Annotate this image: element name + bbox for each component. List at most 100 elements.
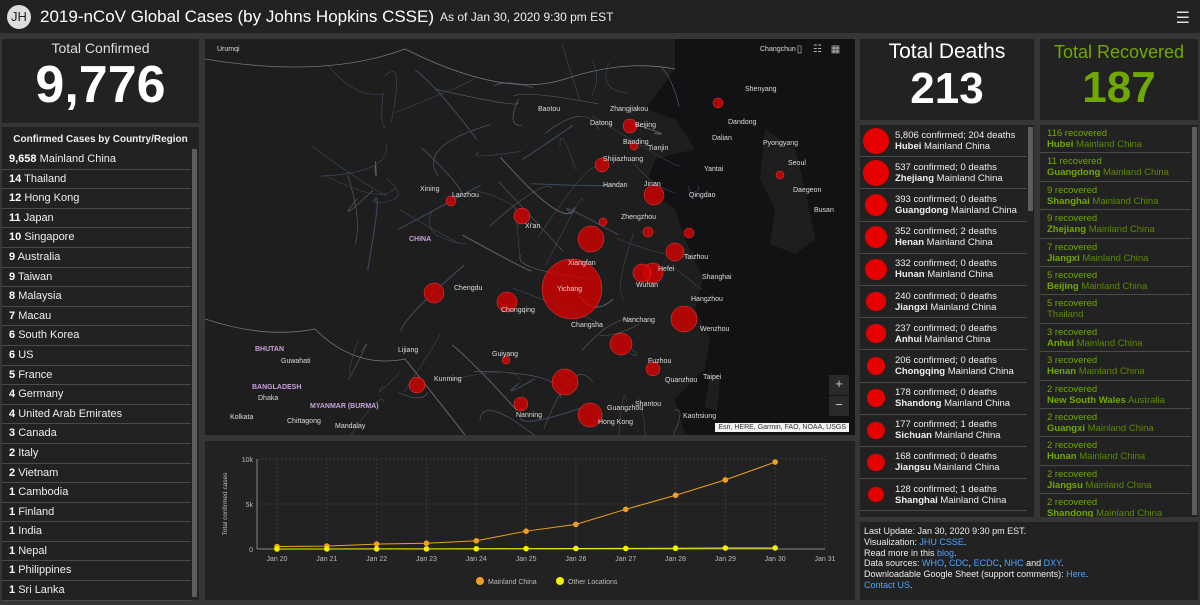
recovered-row[interactable]: 9 recovered Shanghai Mainland China [1040, 182, 1191, 211]
country-row[interactable]: 14 Thailand [2, 170, 191, 190]
jhu-csse-link[interactable]: JHU CSSE [919, 536, 964, 547]
case-bubble[interactable] [622, 118, 638, 134]
data-point[interactable] [523, 528, 529, 534]
data-point[interactable] [373, 546, 380, 552]
deaths-row[interactable]: 393 confirmed; 0 deaths Guangdong Mainlan… [860, 189, 1027, 222]
country-row[interactable]: 2 Italy [2, 444, 191, 464]
case-bubble[interactable] [712, 97, 724, 109]
recovered-row[interactable]: 5 recovered Thailand [1040, 295, 1191, 324]
country-row[interactable]: 1 Nepal [2, 542, 191, 562]
country-row[interactable]: 12 Hong Kong [2, 189, 191, 209]
case-bubble[interactable] [577, 225, 605, 253]
recovered-row[interactable]: 2 recovered Shandong Mainland China [1040, 494, 1191, 517]
data-point[interactable] [423, 546, 430, 552]
case-bubble[interactable] [594, 157, 610, 173]
case-bubble[interactable] [513, 207, 531, 225]
country-row[interactable]: 7 Macau [2, 307, 191, 327]
nhc-link[interactable]: NHC [1004, 558, 1024, 569]
deaths-row[interactable]: 206 confirmed; 0 deaths Chongqing Mainlan… [860, 350, 1027, 383]
deaths-row[interactable]: 5,806 confirmed; 204 deaths Hubei Mainlan… [860, 125, 1027, 158]
case-bubble[interactable] [645, 361, 661, 377]
case-bubble[interactable] [551, 368, 579, 396]
data-point[interactable] [473, 545, 480, 552]
contact-us-link[interactable]: Contact US [864, 579, 911, 590]
data-point[interactable] [772, 545, 778, 551]
deaths-row[interactable]: 178 confirmed; 0 deaths Shandong Mainland… [860, 383, 1027, 415]
recovered-row[interactable]: 2 recovered New South Wales Australia [1040, 381, 1191, 409]
country-row[interactable]: 4 Germany [2, 385, 191, 405]
data-point[interactable] [324, 546, 330, 552]
data-point[interactable] [573, 545, 579, 552]
deaths-row[interactable]: 128 confirmed; 1 deaths Shanghai Mainland… [860, 479, 1027, 512]
country-row[interactable]: 1 Cambodia [2, 483, 191, 503]
country-row[interactable]: 9,658 Mainland China [2, 150, 191, 170]
bookmark-icon[interactable]: ▯ [796, 44, 803, 55]
country-row[interactable]: 10 Singapore [2, 228, 191, 248]
deaths-row[interactable]: 168 confirmed; 0 deaths Jiangsu Mainland … [860, 447, 1027, 480]
country-row[interactable]: 6 US [2, 346, 191, 366]
recovered-row[interactable]: 7 recovered Jiangxi Mainland China [1040, 239, 1191, 267]
deaths-row[interactable]: 240 confirmed; 0 deaths Jiangxi Mainland … [860, 286, 1027, 319]
deaths-row[interactable]: 537 confirmed; 0 deaths Zhejiang Mainland… [860, 157, 1027, 190]
case-bubble[interactable] [629, 141, 639, 151]
case-bubble[interactable] [501, 355, 511, 365]
recovered-row[interactable]: 2 recovered Guangxi Mainland China [1040, 409, 1191, 438]
case-bubble[interactable] [423, 282, 445, 304]
case-bubble[interactable] [513, 396, 529, 412]
data-point[interactable] [423, 540, 430, 547]
case-bubble[interactable] [665, 242, 685, 262]
case-bubble[interactable] [683, 227, 695, 239]
dxy-link[interactable]: DXY [1043, 558, 1061, 569]
recovered-row[interactable]: 2 recovered Jiangsu Mainland China [1040, 466, 1191, 495]
recovered-row[interactable]: 9 recovered Zhejiang Mainland China [1040, 210, 1191, 239]
legend-icon[interactable]: ☷ [813, 44, 822, 55]
map-view[interactable]: Urumqi Changchun Shenyang Baotou Datong Zhang… [205, 39, 855, 435]
data-point[interactable] [722, 545, 729, 551]
deaths-row[interactable]: 237 confirmed; 0 deaths Anhui Mainland Ch… [860, 318, 1027, 351]
recovered-list-scrollbar[interactable] [1192, 127, 1197, 515]
country-row[interactable]: 5 France [2, 366, 191, 386]
case-bubble[interactable] [643, 184, 665, 206]
ecdc-link[interactable]: ECDC [973, 558, 1000, 569]
case-bubble[interactable] [408, 376, 426, 394]
case-bubble[interactable] [541, 258, 603, 320]
case-bubble[interactable] [598, 217, 608, 227]
basemap-icon[interactable]: ▦ [830, 44, 841, 55]
country-row[interactable]: 3 Canada [2, 424, 191, 444]
deaths-row[interactable]: 177 confirmed; 1 deaths Sichuan Mainland … [860, 415, 1027, 447]
recovered-row[interactable]: 5 recovered Beijing Mainland China [1040, 267, 1191, 296]
data-point[interactable] [672, 492, 679, 499]
recovered-row[interactable]: 3 recovered Henan Mainland China [1040, 352, 1191, 381]
zoom-out-button[interactable]: − [829, 396, 849, 416]
case-bubble[interactable] [642, 226, 654, 238]
country-row[interactable]: 1 Philippines [2, 561, 191, 582]
recovered-row[interactable]: 11 recovered Guangdong Mainland China [1040, 153, 1191, 182]
data-point[interactable] [672, 545, 679, 552]
data-point[interactable] [722, 477, 729, 483]
case-bubble[interactable] [775, 170, 785, 180]
case-bubble[interactable] [577, 402, 603, 428]
case-bubble[interactable] [670, 305, 698, 333]
country-row[interactable]: 1 India [2, 522, 191, 542]
recovered-row[interactable]: 3 recovered Anhui Mainland China [1040, 324, 1191, 353]
data-point[interactable] [573, 521, 579, 528]
country-row[interactable]: 11 Japan [2, 209, 191, 229]
country-row[interactable]: 4 United Arab Emirates [2, 405, 191, 425]
data-point[interactable] [274, 546, 280, 552]
data-point[interactable] [622, 506, 629, 513]
who-link[interactable]: WHO [922, 558, 945, 569]
country-row[interactable]: 2 Vietnam [2, 464, 191, 484]
case-bubble[interactable] [609, 332, 633, 356]
menu-icon[interactable]: ☰ [1175, 10, 1190, 27]
country-row[interactable]: 9 Taiwan [2, 268, 191, 288]
recovered-row[interactable]: 116 recovered Hubei Mainland China [1040, 125, 1191, 154]
zoom-in-button[interactable]: + [829, 375, 849, 395]
country-row[interactable]: 6 South Korea [2, 326, 191, 346]
deaths-row[interactable]: 332 confirmed; 0 deaths Hunan Mainland Ch… [860, 254, 1027, 286]
case-bubble[interactable] [632, 263, 652, 283]
country-row[interactable]: 9 Australia [2, 248, 191, 268]
country-row[interactable]: 1 Finland [2, 503, 191, 523]
data-point[interactable] [473, 537, 480, 544]
case-bubble[interactable] [445, 195, 457, 207]
data-point[interactable] [523, 545, 529, 552]
